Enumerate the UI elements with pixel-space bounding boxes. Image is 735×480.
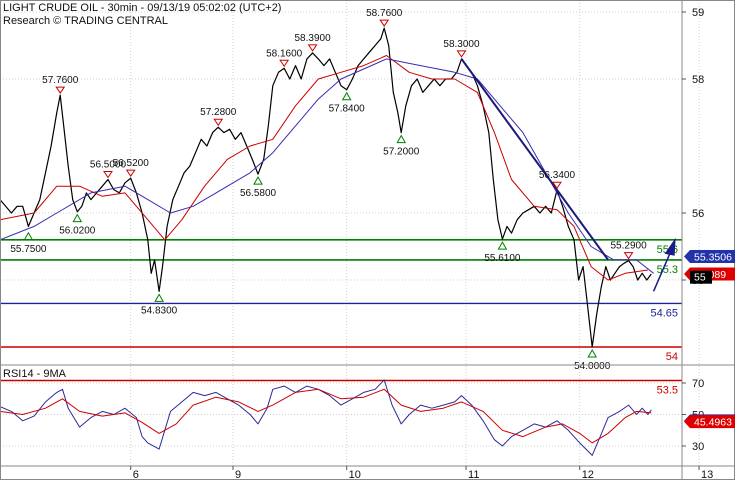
pivot-high-label: 58.3000 — [443, 39, 480, 50]
pivot-high-label: 57.7600 — [42, 75, 79, 86]
pivot-high-label: 58.3900 — [295, 33, 332, 44]
pivot-low-label: 55.6100 — [484, 253, 521, 264]
level-label: 54.65 — [650, 307, 678, 319]
trend-line — [460, 58, 609, 261]
rsi-ma-line — [0, 388, 652, 444]
pivot-high-label: 56.3400 — [539, 170, 576, 181]
trend-overlays — [460, 58, 676, 292]
rsi-line — [0, 379, 652, 456]
chart-title: LIGHT CRUDE OIL - 30min - 09/13/19 05:02… — [3, 2, 282, 14]
x-tick-label: 12 — [582, 469, 594, 480]
pivot-high-marker — [307, 44, 318, 52]
x-tick-label: 9 — [235, 469, 241, 480]
pivot-low-label: 55.7500 — [10, 244, 47, 255]
pivot-high-label: 55.2900 — [610, 241, 647, 252]
current-price-badge-bg — [690, 270, 712, 284]
pivot-low-label: 57.8400 — [329, 104, 366, 115]
pivot-low-marker — [23, 231, 34, 241]
x-tick-label: 13 — [701, 469, 713, 480]
y-tick-label: 56 — [692, 208, 704, 220]
pivot-high-marker — [552, 181, 562, 190]
pivot-high-marker — [55, 86, 66, 94]
rsi-panel — [0, 379, 652, 456]
pivot-low-marker — [497, 241, 508, 250]
pivot-high-label: 56.5000 — [90, 160, 127, 171]
pivot-high-label: 57.2800 — [200, 107, 237, 118]
pivot-low-marker — [396, 134, 407, 144]
pivot-high-marker — [379, 19, 390, 27]
pivot-low-label: 54.8300 — [141, 305, 178, 316]
rsi-ma-value-badge-bg — [684, 415, 735, 429]
x-tick-label: 10 — [349, 469, 361, 480]
rsi-y-tick-label: 70 — [692, 378, 704, 390]
projection-arrow-head — [664, 237, 676, 256]
pivot-high-marker — [103, 171, 113, 179]
pivot-low-label: 54.0000 — [574, 361, 611, 372]
fast-ma-line — [0, 55, 648, 281]
pivot-low-marker — [72, 213, 83, 223]
y-tick-label: 59 — [692, 7, 704, 19]
rsi-title: RSI14 - 9MA — [3, 368, 66, 380]
pivot-low-marker — [341, 91, 352, 101]
x-tick-label: 11 — [468, 469, 479, 480]
x-tick-label: 6 — [133, 469, 139, 480]
chart-subtitle: Research © TRADING CENTRAL — [3, 15, 168, 27]
pivot-low-label: 57.2000 — [383, 147, 420, 158]
pivot-low-marker — [253, 176, 263, 185]
pivot-high-label: 56.5200 — [113, 158, 150, 169]
pivot-low-label: 56.5800 — [240, 188, 277, 199]
pivot-low-label: 56.0200 — [59, 226, 96, 237]
level-label: 54 — [666, 351, 678, 363]
current-price-badge-text: 55 — [694, 272, 706, 284]
rsi-y-tick-label: 30 — [692, 441, 704, 453]
pivot-high-marker — [456, 50, 467, 58]
blue-price-badge-bg — [684, 250, 735, 264]
price-line — [0, 27, 652, 348]
pivot-high-marker — [623, 252, 634, 260]
pivot-high-label: 58.7600 — [366, 8, 403, 19]
y-tick-label: 58 — [692, 74, 704, 86]
pivot-high-label: 58.1600 — [266, 48, 303, 59]
pivot-low-marker — [154, 293, 164, 302]
blue-price-badge-text: 55.3506 — [694, 252, 732, 264]
pivot-high-marker — [125, 169, 136, 178]
level-label: 55.3 — [657, 264, 678, 276]
level-label: 53.5 — [657, 385, 678, 397]
rsi-ma-value-badge-text: 45.4963 — [694, 417, 732, 429]
price-series-group — [0, 27, 654, 348]
pivot-high-marker — [279, 59, 290, 68]
projection-arrow-shaft — [652, 251, 672, 292]
pivot-low-marker — [587, 348, 598, 358]
slow-ma-line — [0, 58, 654, 274]
pivot-high-marker — [213, 118, 224, 127]
